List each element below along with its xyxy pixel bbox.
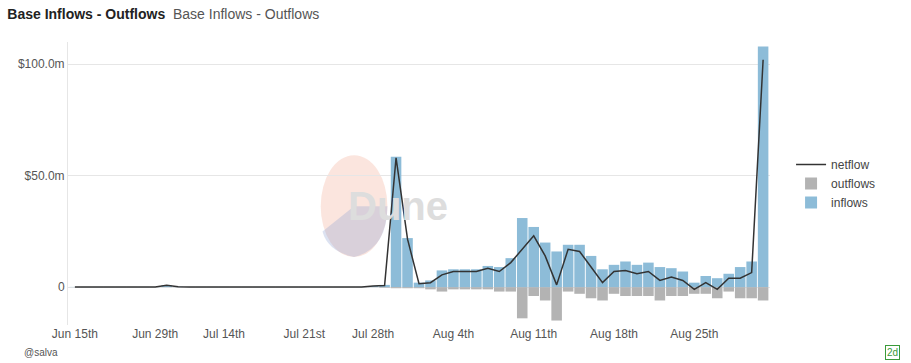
- svg-text:$50.0m: $50.0m: [25, 169, 65, 183]
- svg-text:Aug 11th: Aug 11th: [510, 327, 557, 341]
- svg-text:2d: 2d: [887, 347, 898, 358]
- svg-text:Jul 28th: Jul 28th: [352, 327, 394, 341]
- svg-text:inflows: inflows: [831, 196, 868, 210]
- svg-text:outflows: outflows: [831, 177, 875, 191]
- svg-text:netflow: netflow: [831, 158, 869, 172]
- svg-text:$100.0m: $100.0m: [18, 57, 65, 71]
- svg-text:Aug 18th: Aug 18th: [590, 327, 638, 341]
- svg-text:Jun 29th: Jun 29th: [132, 327, 178, 341]
- svg-text:Aug 25th: Aug 25th: [670, 327, 718, 341]
- svg-text:Aug 4th: Aug 4th: [433, 327, 474, 341]
- svg-text:Jul 21st: Jul 21st: [284, 327, 326, 341]
- svg-text:Jun 15th: Jun 15th: [52, 327, 98, 341]
- svg-text:@salva: @salva: [24, 347, 58, 358]
- svg-text:Dune: Dune: [348, 184, 448, 228]
- svg-text:0: 0: [58, 280, 65, 294]
- svg-text:Jul 14th: Jul 14th: [203, 327, 245, 341]
- svg-text:Base Inflows - Outflows Base: Base Inflows - Outflows Base Inflows - O…: [7, 6, 319, 22]
